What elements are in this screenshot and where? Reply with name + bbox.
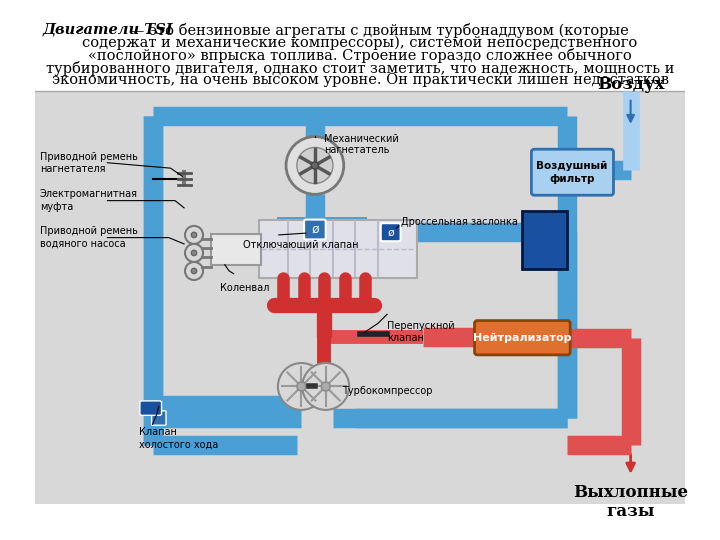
FancyBboxPatch shape — [140, 401, 161, 415]
Text: Отключающий клапан: Отключающий клапан — [243, 239, 359, 249]
Circle shape — [286, 137, 343, 194]
Text: Двигатели TSI: Двигатели TSI — [42, 23, 173, 37]
Text: Турбокомпрессор: Турбокомпрессор — [342, 386, 433, 396]
Bar — [35, 91, 685, 504]
Text: Механический
нагнетатель: Механический нагнетатель — [324, 134, 399, 156]
FancyBboxPatch shape — [259, 220, 417, 278]
Circle shape — [192, 250, 197, 255]
Text: Клапан
холостого хода: Клапан холостого хода — [139, 427, 218, 449]
Circle shape — [185, 226, 203, 244]
Circle shape — [297, 382, 306, 391]
Text: экономичность, на очень высоком уровне. Он практически лишен недостатков: экономичность, на очень высоком уровне. … — [52, 73, 668, 87]
Text: Электромагнитная
муфта: Электромагнитная муфта — [40, 190, 138, 212]
Circle shape — [302, 363, 349, 410]
Text: Нейтрализатор: Нейтрализатор — [473, 333, 572, 343]
Text: — это бензиновые агрегаты с двойным турбонаддувом (которые: — это бензиновые агрегаты с двойным турб… — [125, 23, 629, 38]
FancyBboxPatch shape — [152, 411, 166, 426]
Circle shape — [192, 268, 197, 274]
Text: Перепускной
клапан: Перепускной клапан — [387, 321, 455, 343]
Text: Выхлопные
газы: Выхлопные газы — [573, 484, 688, 521]
Text: содержат и механические компрессоры), системой непосредственного: содержат и механические компрессоры), си… — [82, 36, 638, 50]
Circle shape — [321, 382, 330, 391]
FancyBboxPatch shape — [523, 211, 567, 269]
Circle shape — [185, 244, 203, 262]
Bar — [211, 234, 261, 265]
FancyBboxPatch shape — [304, 220, 325, 239]
Circle shape — [311, 162, 318, 169]
FancyBboxPatch shape — [531, 149, 613, 195]
Circle shape — [297, 147, 333, 184]
Text: Коленвал: Коленвал — [220, 283, 269, 293]
FancyBboxPatch shape — [381, 223, 400, 241]
Circle shape — [185, 262, 203, 280]
Text: Приводной ремень
водяного насоса: Приводной ремень водяного насоса — [40, 226, 138, 249]
Text: «послойного» впрыска топлива. Строение гораздо сложнее обычного: «послойного» впрыска топлива. Строение г… — [88, 48, 632, 63]
Text: Приводной ремень
нагнетателя: Приводной ремень нагнетателя — [40, 152, 138, 174]
Text: ø: ø — [387, 227, 394, 237]
Circle shape — [192, 232, 197, 238]
Text: ø: ø — [311, 223, 319, 236]
Text: Дроссельная заслонка: Дроссельная заслонка — [400, 217, 518, 227]
FancyBboxPatch shape — [474, 321, 570, 355]
Circle shape — [278, 363, 325, 410]
Text: Воздух: Воздух — [597, 76, 665, 93]
Text: турбированного двигателя, однако стоит заметить, что надежность, мощность и: турбированного двигателя, однако стоит з… — [46, 61, 674, 76]
Text: Воздушный
фильтр: Воздушный фильтр — [536, 161, 608, 184]
